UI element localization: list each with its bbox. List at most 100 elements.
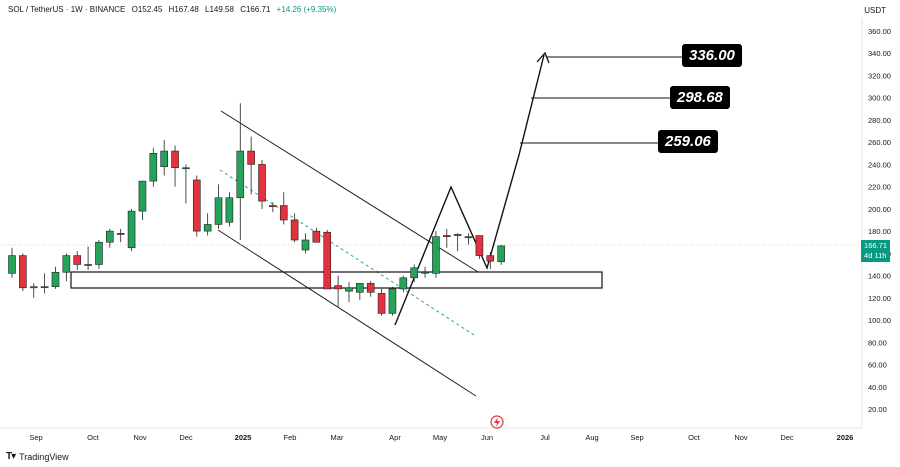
candle-body [399, 277, 408, 290]
candle-body [236, 150, 245, 199]
candle-body [8, 255, 16, 274]
candle [432, 231, 440, 278]
target-259-label: 259.06 [658, 130, 718, 153]
x-tick-label: 2025 [235, 433, 252, 442]
candle [356, 283, 364, 301]
candle [160, 139, 168, 176]
candle [214, 184, 223, 229]
x-tick-label: Dec [780, 433, 794, 442]
candle-body [323, 231, 332, 290]
candle-body [95, 241, 103, 265]
lightning-icon[interactable] [490, 415, 504, 429]
x-tick-label: Oct [688, 433, 701, 442]
candle-body [301, 239, 310, 251]
x-tick-label: Sep [29, 433, 42, 442]
candle [453, 233, 462, 252]
candle-body [116, 233, 125, 235]
x-tick-label: Mar [331, 433, 344, 442]
y-tick-label: 260.00 [868, 138, 891, 147]
target-336-label: 336.00 [682, 44, 742, 67]
y-tick-label: 80.00 [868, 338, 887, 347]
candle-body [192, 179, 201, 232]
x-tick-label: Nov [734, 433, 748, 442]
close-value: C166.71 [240, 5, 271, 14]
y-tick-label: 20.00 [868, 405, 887, 414]
candle [51, 266, 60, 289]
candle [399, 275, 408, 293]
candle [486, 252, 495, 269]
candle-body [149, 152, 158, 182]
candle [8, 247, 16, 278]
channel-lower-line [217, 229, 477, 397]
x-tick-label: Feb [284, 433, 297, 442]
candle-body [214, 197, 223, 225]
candle-body [345, 287, 353, 292]
low-value: L149.58 [205, 5, 234, 14]
x-tick-label: Jun [481, 433, 493, 442]
tradingview-brand[interactable]: T▾ TradingView [6, 451, 69, 462]
y-tick-label: 180.00 [868, 227, 891, 236]
candle [138, 180, 147, 220]
brand-label: TradingView [19, 451, 69, 462]
candle [269, 202, 277, 213]
candle [345, 282, 353, 303]
x-tick-label: 2026 [837, 433, 854, 442]
chart-header: SOL / TetherUS · 1W · BINANCE O152.45 H1… [8, 5, 340, 14]
currency-label: USDT [864, 6, 886, 15]
candle [106, 228, 114, 248]
candle [421, 266, 429, 278]
candle-body [84, 264, 92, 266]
candle-body [62, 255, 71, 273]
candle-body [73, 255, 82, 265]
candle-body [432, 236, 440, 274]
y-tick-label: 40.00 [868, 383, 887, 392]
candle-body [497, 245, 505, 263]
candle [19, 253, 27, 292]
candle [290, 213, 299, 243]
y-tick-label: 360.00 [868, 27, 891, 36]
candle-body [388, 288, 397, 314]
candle [247, 136, 255, 195]
candle-body [225, 197, 234, 223]
y-tick-label: 340.00 [868, 49, 891, 58]
candle-body [453, 234, 462, 236]
candle-body [486, 255, 495, 262]
high-value: H167.48 [168, 5, 199, 14]
candle [334, 275, 342, 307]
candle [442, 228, 451, 248]
candle-body [160, 150, 168, 167]
candle [366, 281, 375, 297]
y-tick-label: 200.00 [868, 205, 891, 214]
target-298-label: 298.68 [670, 86, 730, 109]
candle-body [290, 219, 299, 241]
candle [323, 230, 332, 290]
candle [84, 246, 92, 271]
candle [95, 240, 103, 269]
y-tick-label: 320.00 [868, 71, 891, 80]
y-tick-label: 120.00 [868, 294, 891, 303]
x-tick-label: Dec [179, 433, 193, 442]
candle [171, 145, 179, 187]
candle-body [171, 150, 179, 169]
candle-body [410, 267, 418, 279]
candle [279, 192, 288, 225]
candle-body [203, 224, 212, 232]
candle [236, 103, 245, 241]
candle-body [356, 283, 364, 293]
candle-body [138, 180, 147, 212]
projection-path [394, 54, 545, 326]
candle [225, 192, 234, 227]
candle-body [279, 205, 288, 221]
candle [203, 213, 212, 236]
candle [497, 245, 505, 265]
candle [377, 288, 386, 316]
x-tick-label: Jul [540, 433, 550, 442]
x-tick-label: Aug [585, 433, 598, 442]
tradingview-logo-icon: T▾ [6, 451, 16, 462]
current-price-value: 166.71 [864, 241, 887, 250]
candle [73, 251, 82, 271]
current-price-tag: 166.71 4d 11h [861, 240, 890, 262]
candle-body [312, 230, 321, 243]
candle [475, 235, 484, 259]
